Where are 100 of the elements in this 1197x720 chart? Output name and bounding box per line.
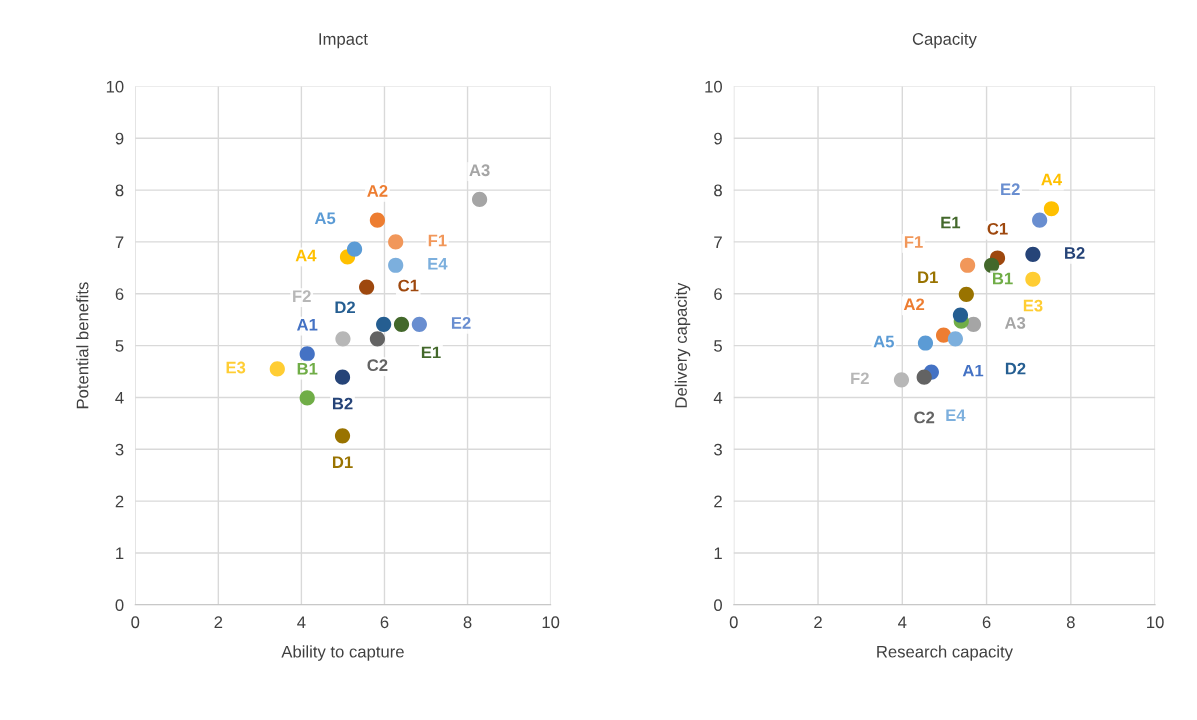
series-label: F1 — [428, 234, 447, 247]
point — [388, 257, 404, 273]
x-tick-label: 2 — [814, 616, 822, 628]
y-tick-label: 3 — [714, 443, 722, 456]
point — [369, 212, 386, 228]
text: F2 — [293, 290, 311, 302]
x-tick-label: 8 — [463, 616, 472, 629]
point — [1025, 246, 1041, 262]
series-label: C1 — [987, 222, 1008, 235]
y-tick-label: 5 — [115, 340, 124, 352]
y-tick-label: 8 — [115, 184, 124, 197]
point — [471, 191, 488, 208]
series-label: C1 — [398, 279, 419, 292]
point — [965, 316, 982, 332]
x-tick-label: 4 — [297, 616, 306, 628]
point — [299, 346, 315, 362]
series-label: E1 — [421, 346, 441, 359]
y-axis-title: Delivery capacity — [674, 282, 691, 408]
series-label: D2 — [335, 301, 355, 314]
point — [388, 234, 404, 250]
y-tick-label: 0 — [714, 599, 722, 611]
point — [393, 316, 410, 332]
text: F1 — [904, 236, 923, 248]
series-label: C2 — [367, 359, 388, 372]
point — [952, 307, 969, 323]
y-tick-label: 3 — [115, 443, 124, 456]
chart-title: Impact — [319, 33, 368, 49]
point — [893, 372, 910, 388]
y-axis-title: Potential benefits — [76, 282, 89, 409]
text: D2 — [1005, 362, 1026, 375]
series-label: B1 — [297, 363, 318, 375]
y-tick-label: 5 — [714, 340, 722, 352]
series-label: A5 — [314, 212, 336, 225]
y-tick-label: 1 — [714, 547, 722, 559]
point — [369, 331, 386, 347]
x-axis-title: Ability to capture — [281, 645, 404, 661]
point — [960, 257, 976, 273]
series-label: E2 — [1001, 183, 1020, 195]
x-tick-label: 4 — [898, 616, 907, 628]
series-label: E2 — [451, 317, 471, 329]
series-label: E4 — [428, 258, 448, 270]
text: B1 — [993, 272, 1013, 285]
point — [1025, 271, 1041, 287]
series-label: D1 — [918, 271, 938, 283]
y-tick-label: 9 — [714, 132, 722, 145]
series-label: A4 — [295, 249, 317, 262]
series-label: A5 — [873, 335, 894, 348]
y-tick-label: 7 — [115, 236, 124, 248]
point — [359, 279, 375, 295]
text: E1 — [941, 216, 961, 229]
series-label: A4 — [1041, 173, 1063, 186]
point — [269, 361, 285, 377]
series-label: E3 — [1023, 299, 1043, 312]
point — [299, 390, 315, 406]
y-tick-label: 8 — [714, 184, 722, 197]
point — [346, 241, 363, 257]
y-tick-label: 2 — [714, 495, 722, 508]
y-tick-label: 10 — [705, 80, 722, 93]
point — [917, 335, 934, 351]
x-tick-label: 0 — [729, 616, 738, 629]
y-tick-label: 6 — [115, 288, 124, 300]
y-tick-label: 2 — [115, 495, 124, 508]
y-tick-label: 6 — [714, 288, 722, 300]
point — [984, 257, 1000, 273]
point — [958, 286, 974, 302]
x-axis-title: Research capacity — [877, 645, 1013, 661]
series-label: F2 — [851, 372, 869, 385]
point — [334, 369, 351, 385]
series-label: A3 — [1004, 317, 1026, 329]
y-tick-label: 7 — [714, 236, 722, 248]
series-label: A2 — [903, 298, 925, 311]
x-tick-label: 8 — [1066, 616, 1075, 629]
point — [947, 331, 963, 347]
point — [335, 331, 351, 347]
x-tick-label: 6 — [380, 616, 389, 629]
point — [916, 369, 932, 385]
point — [1032, 212, 1048, 228]
series-label: D1 — [332, 456, 353, 468]
x-tick-label: 2 — [214, 616, 223, 628]
series-label: B2 — [1065, 247, 1085, 259]
y-tick-label: 10 — [106, 80, 124, 93]
point — [334, 428, 351, 444]
y-tick-label: 4 — [713, 392, 723, 404]
series-label: B2 — [332, 397, 353, 410]
x-tick-label: 6 — [982, 616, 991, 629]
series-label: C2 — [914, 411, 935, 424]
point — [411, 316, 427, 332]
series-label: A1 — [962, 364, 984, 377]
chart-title: Capacity — [912, 32, 977, 49]
text: E4 — [946, 409, 966, 421]
series-label: A2 — [367, 185, 388, 197]
x-tick-label: 0 — [131, 616, 140, 629]
y-tick-label: 0 — [115, 599, 124, 611]
series-label: A1 — [296, 318, 318, 331]
y-tick-label: 1 — [116, 547, 124, 559]
point — [376, 316, 392, 332]
series-label: E3 — [226, 361, 246, 374]
y-tick-label: 4 — [115, 392, 124, 404]
x-tick-label: 10 — [542, 616, 560, 629]
point — [1043, 201, 1060, 217]
